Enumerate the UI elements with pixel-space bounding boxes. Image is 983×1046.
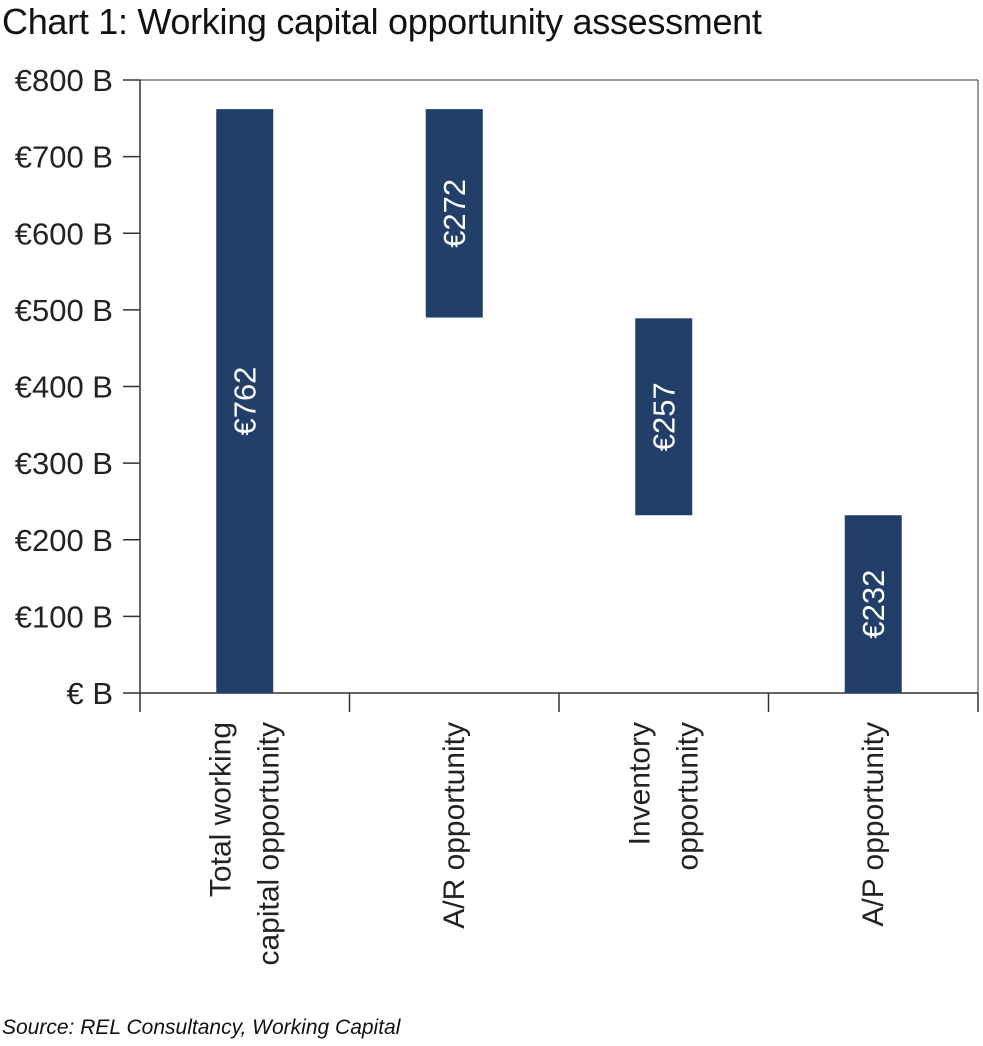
y-tick-label: €400 B xyxy=(15,370,113,405)
y-tick-label: €300 B xyxy=(15,446,113,481)
x-category-label: capital opportunity xyxy=(252,722,285,966)
x-category-label: opportunity xyxy=(671,722,704,870)
x-category-label: A/P opportunity xyxy=(857,722,890,927)
x-category-label: A/R opportunity xyxy=(438,722,471,929)
y-tick-label: €100 B xyxy=(15,599,113,634)
bar xyxy=(635,318,693,516)
bar-value-label: €257 xyxy=(646,382,681,451)
chart-title: Chart 1: Working capital opportunity ass… xyxy=(2,1,762,42)
data-labels: €762 €272 €257 €232 xyxy=(227,179,891,639)
bar xyxy=(216,109,274,694)
bars xyxy=(216,109,902,694)
x-axis xyxy=(139,692,979,712)
bar xyxy=(844,515,902,693)
bar xyxy=(425,109,483,318)
source-note: Source: REL Consultancy, Working Capital xyxy=(2,1016,401,1039)
bar-value-label: €272 xyxy=(437,179,472,248)
plot-frame xyxy=(140,79,979,693)
y-tick-label: €200 B xyxy=(15,523,113,558)
y-axis: € B €100 B €200 B €300 B €400 B €500 B €600 B €… xyxy=(15,63,141,711)
y-tick-label: €800 B xyxy=(15,63,113,98)
y-tick-label: €500 B xyxy=(15,293,113,328)
x-category-label: Inventory xyxy=(623,722,656,845)
bar-value-label: €762 xyxy=(227,367,262,436)
y-tick-label: € B xyxy=(66,676,113,711)
x-axis-labels: Total working capital opportunity A/R oppo… xyxy=(204,722,890,966)
y-tick-label: €700 B xyxy=(15,140,113,175)
x-category-label: Total working xyxy=(204,722,237,897)
y-tick-label: €600 B xyxy=(15,216,113,251)
bar-value-label: €232 xyxy=(856,570,891,639)
